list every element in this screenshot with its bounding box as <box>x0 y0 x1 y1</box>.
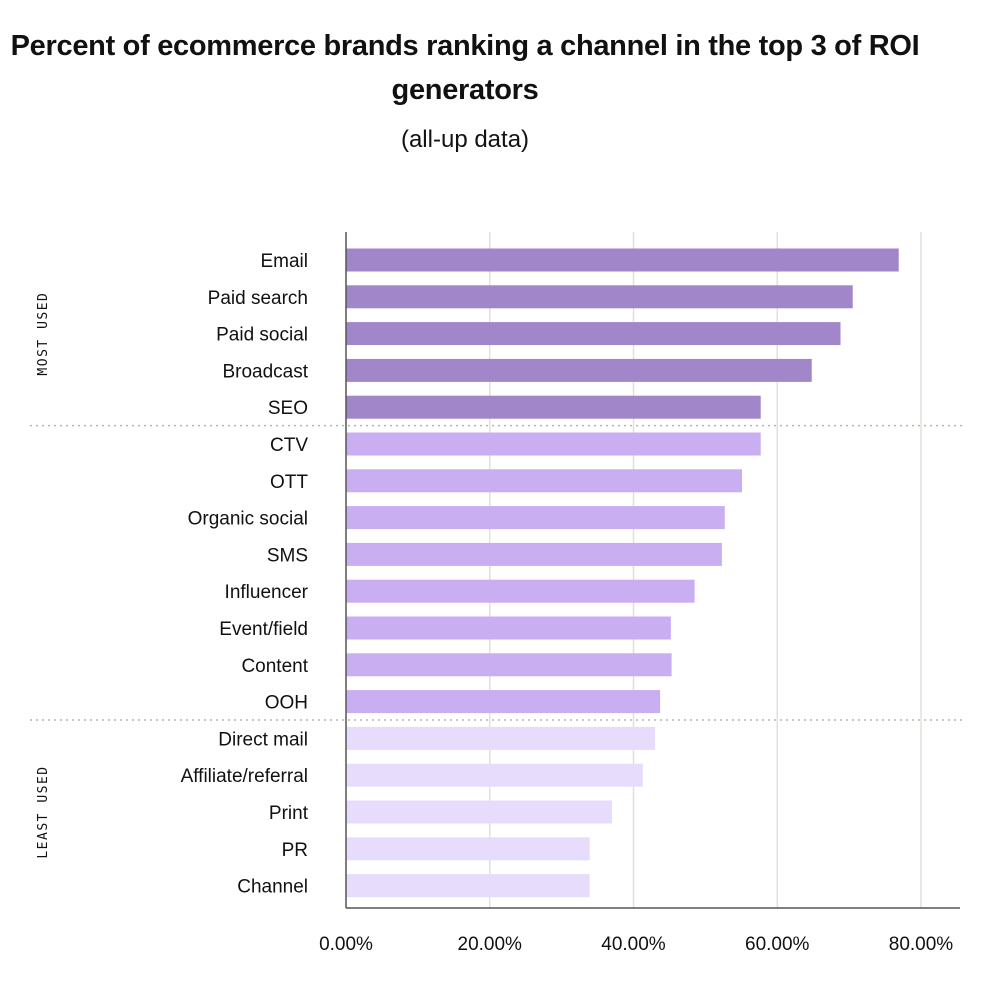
category-label: SEO <box>268 398 308 419</box>
bar <box>346 726 656 750</box>
group-label: MOST USED <box>36 292 51 376</box>
chart-title: Percent of ecommerce brands ranking a ch… <box>10 30 920 106</box>
bar <box>346 579 695 603</box>
x-tick-label: 40.00% <box>601 934 666 955</box>
category-label: Email <box>260 251 308 272</box>
bar <box>346 358 812 382</box>
category-label: Affiliate/referral <box>181 766 308 787</box>
x-tick-label: 60.00% <box>745 934 810 955</box>
bar <box>346 874 590 898</box>
bar <box>346 432 761 456</box>
bar <box>346 506 725 530</box>
category-label: Paid search <box>208 288 308 309</box>
category-label: Content <box>241 656 308 677</box>
category-label: SMS <box>267 545 308 566</box>
category-label: OTT <box>270 472 308 493</box>
bar <box>346 469 743 493</box>
bar <box>346 248 899 272</box>
bar <box>346 763 643 787</box>
category-label: Influencer <box>225 582 309 603</box>
category-label: Paid social <box>216 325 308 346</box>
category-label: OOH <box>265 693 308 714</box>
bar <box>346 322 841 346</box>
category-label: PR <box>282 840 308 861</box>
bar <box>346 285 853 309</box>
bar <box>346 653 672 677</box>
x-tick-label: 0.00% <box>319 934 373 955</box>
category-label: Event/field <box>219 619 308 640</box>
x-tick-label: 80.00% <box>889 934 954 955</box>
category-label: Broadcast <box>222 361 308 382</box>
category-label: Organic social <box>188 509 308 530</box>
bar <box>346 800 612 824</box>
bar <box>346 690 661 714</box>
group-label: LEAST USED <box>36 765 51 858</box>
bar <box>346 837 590 861</box>
category-label: Print <box>269 803 309 824</box>
x-tick-label: 20.00% <box>458 934 523 955</box>
category-label: Channel <box>237 877 308 898</box>
bar <box>346 395 761 419</box>
bar <box>346 616 671 640</box>
category-label: Direct mail <box>218 729 308 750</box>
bar <box>346 542 722 566</box>
category-label: CTV <box>270 435 308 456</box>
chart-subtitle: (all-up data) <box>400 126 530 153</box>
